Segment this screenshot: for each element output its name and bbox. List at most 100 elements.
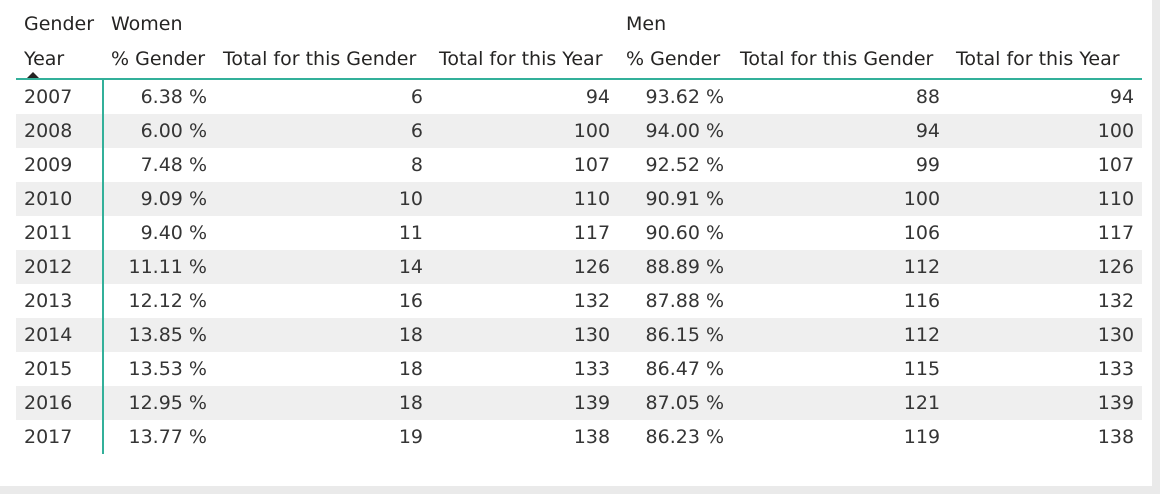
men-pct-gender-cell: 90.91 % — [618, 182, 733, 216]
women-pct-gender-cell: 9.40 % — [140, 222, 207, 244]
men-pct-gender-cell: 87.88 % — [645, 290, 725, 312]
men-total-year-cell: 107 — [1097, 154, 1135, 176]
men-total-gender-cell: 99 — [915, 154, 941, 176]
men-total-year-cell: 133 — [1097, 358, 1135, 380]
women-total-year-cell: 130 — [431, 318, 619, 352]
men-total-gender-header[interactable]: Total for this Gender — [732, 40, 949, 80]
men-pct-gender-cell: 86.23 % — [645, 426, 725, 448]
women-total-gender-cell: 18 — [215, 318, 431, 352]
year-header-label: Year — [24, 48, 65, 70]
men-total-gender-cell: 100 — [732, 182, 949, 216]
year-cell: 2009 — [16, 148, 104, 182]
women-total-year-cell: 132 — [573, 290, 611, 312]
women-total-gender-cell: 8 — [410, 154, 423, 176]
table-row[interactable]: 2013 12.12 % 16 132 87.88 % 116 132 — [16, 284, 1142, 318]
year-cell: 2011 — [16, 216, 104, 250]
women-pct-gender-cell: 6.00 % — [103, 114, 215, 148]
year-cell: 2014 — [16, 318, 104, 352]
women-total-gender-cell: 6 — [410, 86, 423, 108]
men-total-year-cell: 110 — [948, 182, 1143, 216]
men-total-gender-cell: 112 — [732, 318, 949, 352]
women-total-year-cell: 139 — [431, 386, 619, 420]
year-cell: 2015 — [16, 352, 104, 386]
women-pct-gender-cell: 12.95 % — [103, 386, 215, 420]
women-total-gender-cell: 14 — [215, 250, 431, 284]
sort-ascending-icon[interactable] — [26, 72, 40, 77]
women-pct-gender-cell: 12.12 % — [128, 290, 208, 312]
women-pct-gender-cell: 7.48 % — [140, 154, 207, 176]
women-pct-gender-cell: 13.77 % — [128, 426, 208, 448]
table-row[interactable]: 2010 9.09 % 10 110 90.91 % 100 110 — [16, 182, 1143, 216]
men-total-gender-cell: 112 — [732, 250, 949, 284]
men-pct-gender-header[interactable]: % Gender — [618, 40, 733, 80]
year-cell: 2012 — [16, 250, 104, 284]
men-total-gender-cell: 94 — [732, 114, 949, 148]
men-pct-gender-cell: 93.62 % — [645, 86, 725, 108]
women-pct-gender-cell: 13.53 % — [128, 358, 208, 380]
year-cell: 2010 — [16, 182, 104, 216]
men-total-gender-cell: 88 — [915, 86, 941, 108]
women-total-year-cell: 138 — [573, 426, 611, 448]
men-pct-gender-cell: 86.47 % — [645, 358, 725, 380]
men-total-year-cell: 132 — [1097, 290, 1135, 312]
year-column-header[interactable]: Year — [16, 40, 103, 80]
men-total-year-header[interactable]: Total for this Year — [948, 40, 1143, 80]
table-row[interactable]: 2011 9.40 % 11 117 90.60 % 106 117 — [16, 216, 1142, 250]
men-total-year-cell: 126 — [948, 250, 1143, 284]
women-total-year-cell: 126 — [431, 250, 619, 284]
men-total-year-cell: 100 — [948, 114, 1143, 148]
table-row[interactable]: 2014 13.85 % 18 130 86.15 % 112 130 — [16, 318, 1143, 352]
women-total-gender-cell: 18 — [215, 386, 431, 420]
women-total-gender-cell: 16 — [398, 290, 423, 312]
measure-header-row: Year % Gender Total for this Gender Tota… — [16, 40, 1143, 80]
women-total-year-cell: 100 — [431, 114, 619, 148]
women-total-gender-cell: 11 — [398, 222, 423, 244]
women-pct-gender-header[interactable]: % Gender — [103, 40, 215, 80]
women-pct-gender-cell: 9.09 % — [103, 182, 215, 216]
women-total-year-cell: 107 — [573, 154, 611, 176]
matrix-body: 2007 6.38 % 6 94 93.62 % 88 94 2008 6.00 % 6 100 94… — [16, 79, 1143, 454]
table-row[interactable]: 2016 12.95 % 18 139 87.05 % 121 139 — [16, 386, 1143, 420]
column-group-label: Gender — [24, 13, 95, 35]
group-header-women[interactable]: Women — [111, 13, 183, 35]
men-total-gender-cell: 119 — [903, 426, 941, 448]
men-total-gender-cell: 115 — [903, 358, 941, 380]
table-row[interactable]: 2015 13.53 % 18 133 86.47 % 115 133 — [16, 352, 1142, 386]
table-row[interactable]: 2008 6.00 % 6 100 94.00 % 94 100 — [16, 114, 1143, 148]
year-cell: 2013 — [16, 284, 104, 318]
women-pct-gender-cell: 6.38 % — [140, 86, 207, 108]
women-total-year-cell: 94 — [585, 86, 611, 108]
women-total-gender-header[interactable]: Total for this Gender — [215, 40, 431, 80]
men-pct-gender-cell: 86.15 % — [618, 318, 733, 352]
year-cell: 2016 — [16, 386, 104, 420]
year-cell: 2007 — [16, 79, 104, 114]
women-total-gender-cell: 19 — [398, 426, 423, 448]
women-total-gender-cell: 6 — [215, 114, 431, 148]
women-pct-gender-cell: 11.11 % — [103, 250, 215, 284]
matrix-table: Gender Women Men Year % Gender Total for… — [16, 8, 1143, 454]
column-group-header-row: Gender Women Men — [16, 8, 1142, 40]
year-cell: 2017 — [16, 420, 104, 454]
men-total-year-cell: 139 — [948, 386, 1143, 420]
women-total-year-cell: 117 — [573, 222, 611, 244]
group-header-men[interactable]: Men — [626, 13, 667, 35]
men-total-year-cell: 117 — [1097, 222, 1135, 244]
women-total-year-cell: 133 — [573, 358, 611, 380]
women-total-year-header[interactable]: Total for this Year — [431, 40, 619, 80]
men-pct-gender-cell: 92.52 % — [645, 154, 725, 176]
men-pct-gender-cell: 94.00 % — [618, 114, 733, 148]
men-total-year-cell: 138 — [1097, 426, 1135, 448]
men-total-year-cell: 130 — [948, 318, 1143, 352]
table-row[interactable]: 2009 7.48 % 8 107 92.52 % 99 107 — [16, 148, 1142, 182]
table-row[interactable]: 2012 11.11 % 14 126 88.89 % 112 126 — [16, 250, 1143, 284]
table-row[interactable]: 2017 13.77 % 19 138 86.23 % 119 138 — [16, 420, 1142, 454]
men-pct-gender-cell: 90.60 % — [645, 222, 725, 244]
men-pct-gender-cell: 88.89 % — [618, 250, 733, 284]
men-total-gender-cell: 116 — [903, 290, 941, 312]
women-total-year-cell: 110 — [431, 182, 619, 216]
table-row[interactable]: 2007 6.38 % 6 94 93.62 % 88 94 — [16, 79, 1142, 114]
men-total-year-cell: 94 — [1109, 86, 1135, 108]
men-pct-gender-cell: 87.05 % — [618, 386, 733, 420]
men-total-gender-cell: 121 — [732, 386, 949, 420]
